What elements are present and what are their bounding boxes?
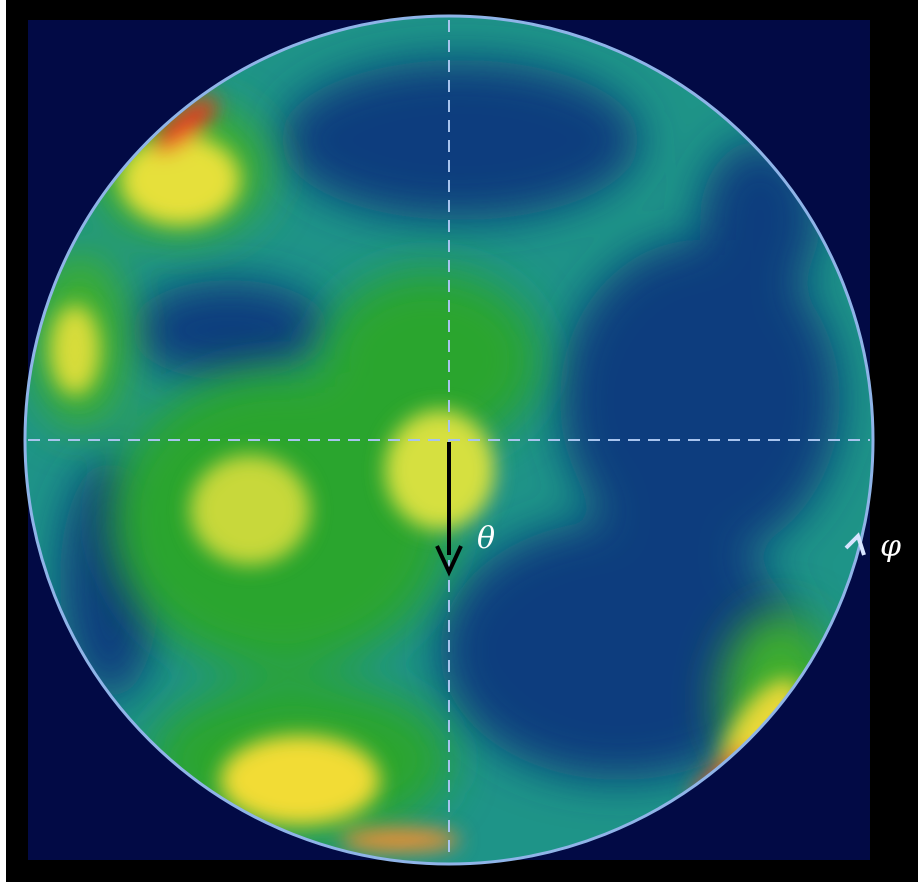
theta-label: θ: [477, 521, 495, 556]
figure: θ φ: [0, 0, 918, 882]
phi-label: φ: [880, 529, 901, 564]
page: θ φ (() => { const data = JSON.parse(doc…: [0, 0, 918, 882]
